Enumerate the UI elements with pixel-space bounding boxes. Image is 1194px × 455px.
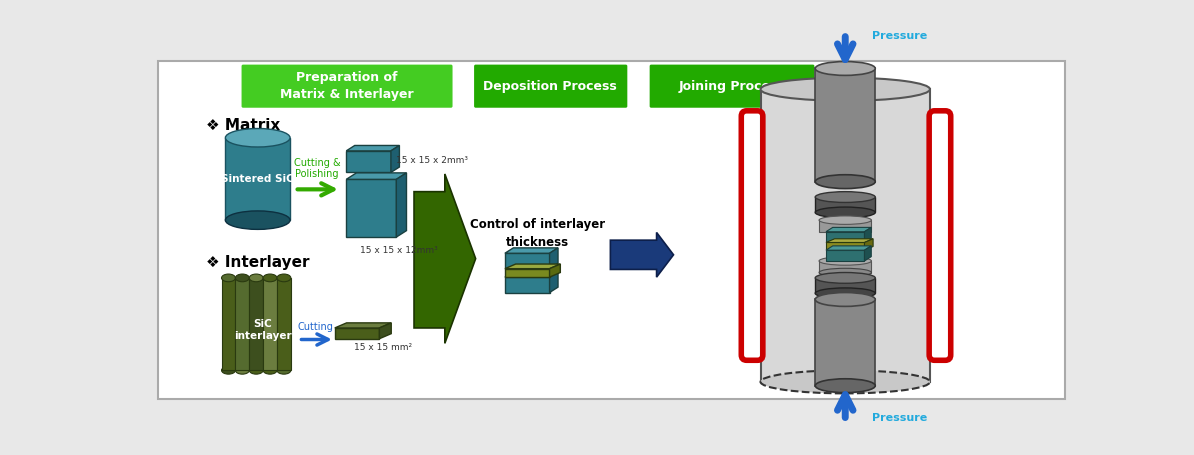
FancyBboxPatch shape [241,65,453,108]
Polygon shape [505,264,560,268]
Polygon shape [816,299,875,386]
Polygon shape [826,228,872,232]
Ellipse shape [816,192,875,202]
Ellipse shape [819,268,872,277]
Polygon shape [346,179,396,237]
Ellipse shape [235,274,250,282]
Ellipse shape [816,293,875,306]
Polygon shape [334,323,392,328]
Polygon shape [390,146,400,172]
Polygon shape [250,278,263,370]
Polygon shape [549,264,560,277]
Text: Pressure: Pressure [872,31,928,41]
Ellipse shape [263,366,277,374]
Text: Cutting &
Polishing: Cutting & Polishing [294,158,340,179]
Polygon shape [816,68,875,182]
Polygon shape [826,239,873,243]
FancyArrow shape [610,233,673,277]
Polygon shape [505,277,549,293]
Text: 15 x 15 mm²: 15 x 15 mm² [353,343,412,352]
Text: ❖ Interlayer: ❖ Interlayer [207,255,309,270]
Polygon shape [226,138,290,220]
Polygon shape [549,272,558,293]
Polygon shape [414,174,475,344]
Ellipse shape [222,274,235,282]
Polygon shape [505,248,558,253]
Ellipse shape [819,257,872,265]
Ellipse shape [816,379,875,393]
Polygon shape [826,243,864,250]
Ellipse shape [761,370,930,394]
Polygon shape [263,278,277,370]
Ellipse shape [761,78,930,101]
Text: Joining Process: Joining Process [678,80,786,93]
Text: Sintered SiC: Sintered SiC [221,174,294,184]
Ellipse shape [277,274,291,282]
Polygon shape [826,250,864,261]
Polygon shape [505,253,549,268]
Polygon shape [826,232,864,243]
Text: 15 x 15 x 12mm³: 15 x 15 x 12mm³ [361,246,438,254]
FancyBboxPatch shape [650,65,814,108]
Polygon shape [222,278,235,370]
Text: Pressure: Pressure [872,413,928,423]
Ellipse shape [226,211,290,229]
FancyBboxPatch shape [159,61,1065,399]
Ellipse shape [235,366,250,374]
Ellipse shape [277,366,291,374]
Polygon shape [819,261,872,273]
Text: ❖ Matrix: ❖ Matrix [207,118,281,133]
Polygon shape [816,278,875,293]
Polygon shape [505,272,558,277]
Polygon shape [864,246,872,261]
Polygon shape [505,268,549,277]
Text: Control of interlayer
thickness: Control of interlayer thickness [469,218,605,249]
Polygon shape [761,89,930,382]
Polygon shape [346,173,406,179]
Ellipse shape [816,273,875,283]
Polygon shape [277,278,291,370]
Polygon shape [549,248,558,268]
Ellipse shape [250,366,263,374]
Polygon shape [346,151,390,172]
Text: Cutting: Cutting [297,322,333,332]
Polygon shape [346,146,400,151]
Ellipse shape [222,366,235,374]
Text: 15 x 15 x 2mm³: 15 x 15 x 2mm³ [395,157,468,165]
Polygon shape [819,220,872,232]
Text: SiC
interlayer: SiC interlayer [234,319,291,341]
Polygon shape [816,197,875,212]
Ellipse shape [226,128,290,147]
Polygon shape [235,278,250,370]
Text: Preparation of
Matrix & Interlayer: Preparation of Matrix & Interlayer [281,71,414,101]
Polygon shape [380,323,392,339]
Ellipse shape [816,288,875,298]
Ellipse shape [816,175,875,188]
Ellipse shape [263,274,277,282]
Polygon shape [826,246,872,250]
Ellipse shape [819,216,872,224]
Polygon shape [334,328,380,339]
Polygon shape [396,173,406,237]
Polygon shape [864,239,873,250]
Ellipse shape [816,207,875,218]
Ellipse shape [816,61,875,76]
FancyBboxPatch shape [474,65,627,108]
Polygon shape [864,228,872,243]
Text: Deposition Process: Deposition Process [484,80,617,93]
Ellipse shape [250,274,263,282]
